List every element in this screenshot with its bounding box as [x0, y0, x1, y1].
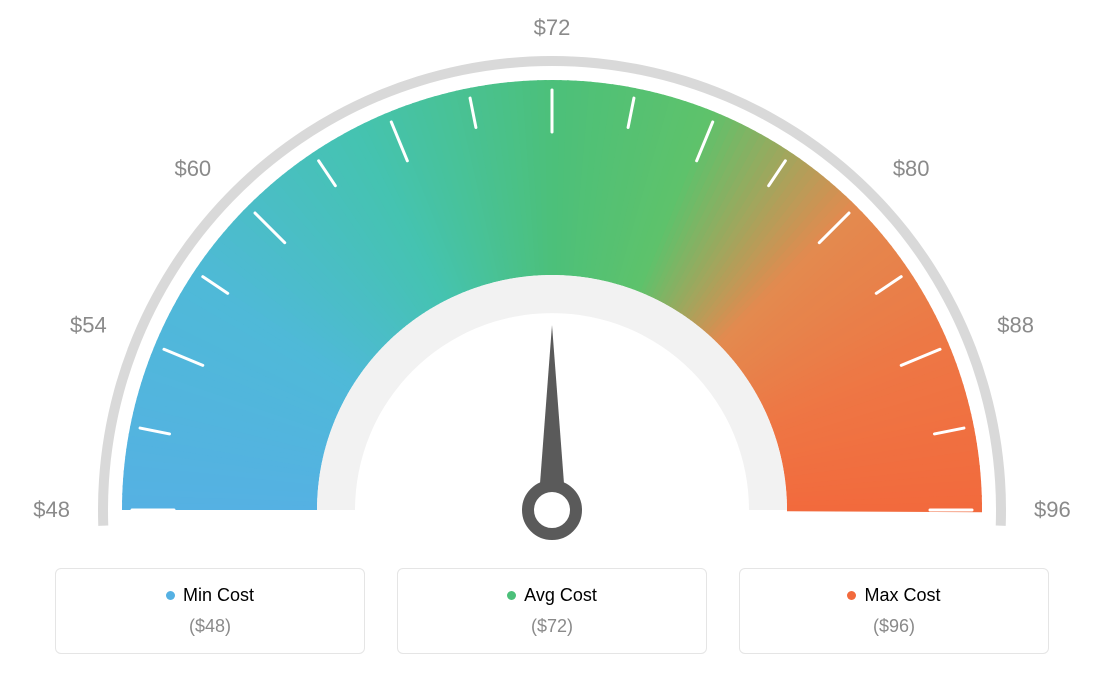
legend-title-avg: Avg Cost: [507, 585, 597, 606]
legend-title-max: Max Cost: [847, 585, 940, 606]
legend-label-avg: Avg Cost: [524, 585, 597, 606]
svg-text:$88: $88: [997, 313, 1034, 338]
gauge-svg: $48 $54 $60 $72 $80 $88 $96: [0, 0, 1104, 560]
cost-gauge: $48 $54 $60 $72 $80 $88 $96: [0, 0, 1104, 560]
svg-text:$72: $72: [534, 15, 571, 40]
legend-value-max: ($96): [740, 616, 1048, 637]
legend-title-min: Min Cost: [166, 585, 254, 606]
svg-text:$80: $80: [893, 156, 930, 181]
legend-label-min: Min Cost: [183, 585, 254, 606]
svg-text:$60: $60: [174, 156, 211, 181]
svg-text:$54: $54: [70, 313, 107, 338]
legend-card-max: Max Cost ($96): [739, 568, 1049, 654]
legend-card-min: Min Cost ($48): [55, 568, 365, 654]
dot-icon: [166, 591, 175, 600]
svg-text:$48: $48: [33, 497, 70, 522]
legend-value-min: ($48): [56, 616, 364, 637]
dot-icon: [847, 591, 856, 600]
legend-row: Min Cost ($48) Avg Cost ($72) Max Cost (…: [0, 568, 1104, 654]
legend-value-avg: ($72): [398, 616, 706, 637]
svg-text:$96: $96: [1034, 497, 1071, 522]
dot-icon: [507, 591, 516, 600]
legend-label-max: Max Cost: [864, 585, 940, 606]
legend-card-avg: Avg Cost ($72): [397, 568, 707, 654]
